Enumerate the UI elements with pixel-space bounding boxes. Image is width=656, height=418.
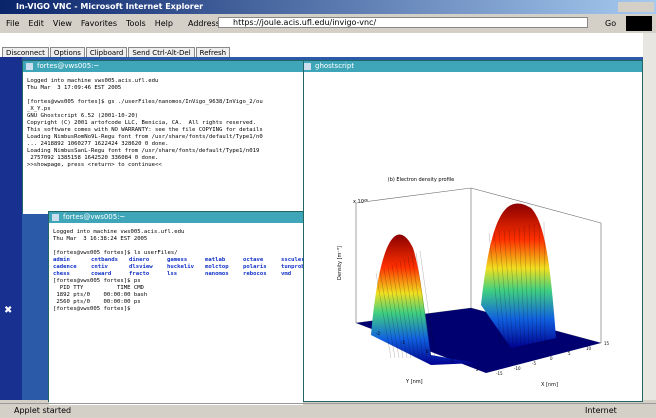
menu-item[interactable]: Help (155, 19, 173, 28)
terminal-line: PID TTY TIME CMD (53, 285, 299, 292)
x-tick-label: 5 (568, 351, 571, 356)
ls-entry: lss (167, 271, 205, 278)
ls-entry: huckeliv (167, 264, 205, 271)
menu-item[interactable]: Edit (28, 19, 44, 28)
ls-entry: tunprob (281, 264, 303, 271)
menu-bar: File Edit View Favorites Tools Help Address h… (0, 15, 656, 32)
window-title: fortes@vws005:~ (23, 61, 303, 72)
menu-item[interactable]: Favorites (81, 19, 117, 28)
window-title: ghostscript (301, 61, 642, 72)
terminal-window: fortes@vws005:~ Logged into machine vws0… (48, 211, 304, 402)
terminal-line: [fortes@vws005 fortes]$ ps (53, 278, 299, 285)
ie-logo (626, 16, 652, 31)
zone-text: Internet (585, 406, 617, 415)
ls-entry: dlsview (129, 264, 167, 271)
terminal-line: This software comes with NO WARRANTY: se… (27, 127, 299, 134)
terminal-line: >>showpage, press <return> to continue<< (27, 162, 299, 169)
terminal-line: [fortes@vws005 fortes]$ (53, 306, 299, 313)
z-label: Density [m⁻³] (337, 246, 343, 280)
terminal-line: _X_Y.ps (27, 106, 299, 113)
title-bar: In-VIGO VNC - Microsoft Internet Explore… (0, 0, 656, 14)
x-tick-label: 10 (586, 346, 592, 351)
terminal-line: [fortes@vws005 fortes]$ gs ./userFiles/n… (27, 99, 299, 106)
ls-entry: admin (53, 257, 91, 264)
terminal-line: 2560 pts/0 00:00:00 ps (53, 299, 299, 306)
terminal-line: 2757092 1385158 1642520 336084 0 done. (27, 155, 299, 162)
spacer (53, 243, 299, 250)
menu-item[interactable]: View (53, 19, 72, 28)
window-title: In-VIGO VNC - Microsoft Internet Explore… (16, 2, 203, 11)
address-label: Address (188, 19, 220, 28)
status-bar: Applet started Internet (0, 403, 656, 418)
ls-entry: coward (91, 271, 129, 278)
terminal-line: Logged into machine vws005.acis.ufl.edu (53, 229, 299, 236)
scrollbar[interactable] (643, 33, 656, 400)
ls-entry: gamess (167, 257, 205, 264)
terminal-line: [fortes@vws005 fortes]$ ls userFiles/ (53, 250, 299, 257)
status-text: Applet started (14, 406, 71, 415)
axis-box (356, 188, 471, 203)
ls-entry: rebocos (243, 271, 281, 278)
menu-item[interactable]: Tools (126, 19, 146, 28)
x-tick-label: -15 (496, 371, 503, 376)
ls-entry: vmd (281, 271, 303, 278)
y-tick-label: -1 (401, 340, 405, 345)
window-title: fortes@vws005:~ (49, 212, 303, 223)
terminal-line: Logged into machine vws005.acis.ufl.edu (27, 78, 299, 85)
x-label: X [nm] (541, 382, 558, 388)
terminal-line: Copyright (C) 2001 artofcode LLC, Benici… (27, 120, 299, 127)
plot-title: (b) Electron density profile (388, 177, 454, 183)
ls-entry: cntbands (91, 257, 129, 264)
address-field[interactable]: https://joule.acis.ufl.edu/invigo-vnc/ (218, 17, 588, 28)
spacer (27, 92, 299, 99)
terminal-line: Thu Mar 3 16:38:24 EST 2005 (53, 236, 299, 243)
terminal-line: GNU Ghostscript 6.52 (2001-10-20) (27, 113, 299, 120)
ls-entry: cntiv (91, 264, 129, 271)
menu: File Edit View Favorites Tools Help (6, 19, 182, 28)
ls-entry: ssculer (281, 257, 303, 264)
ls-entry: octave (243, 257, 281, 264)
page: {"browser":{"title":"In-VIGO VNC - Micro… (0, 0, 656, 417)
menu-item[interactable]: File (6, 19, 19, 28)
ls-row: admincntbandsdinerogamessmatlaboctavessc… (53, 257, 299, 264)
terminal-window: fortes@vws005:~ Logged into machine vws0… (22, 60, 304, 212)
ls-entry: molctop (205, 264, 243, 271)
ls-entry: chess (53, 271, 91, 278)
y-tick-label: -2 (376, 331, 380, 336)
ls-entry: dinero (129, 257, 167, 264)
desktop-icon: ✖ (4, 305, 16, 315)
ls-row: chesscowardfractolssnanomosrebocosvmd (53, 271, 299, 278)
go-button[interactable]: Go (605, 19, 616, 28)
ghostscript-window: ghostscript (b) Electron density profile… (300, 60, 643, 402)
terminal-line: Loading NimbusSanL-Regu font from /usr/s… (27, 148, 299, 155)
ls-entry: fracto (129, 271, 167, 278)
terminal-line: Loading NimbusRomNo9L-Regu font from /us… (27, 134, 299, 141)
ls-entry: matlab (205, 257, 243, 264)
y-label: Y [nm] (405, 379, 423, 385)
browser-window: In-VIGO VNC - Microsoft Internet Explore… (0, 0, 656, 417)
terminal-line: ... 2418892 1060277 1622424 328620 0 don… (27, 141, 299, 148)
terminal-line: 1892 pts/0 00:00:00 bash (53, 292, 299, 299)
terminal-line: Thu Mar 3 17:09:46 EST 2005 (27, 85, 299, 92)
ls-entry: nanomos (205, 271, 243, 278)
ls-entry: cadence (53, 264, 91, 271)
ls-entry: polaris (243, 264, 281, 271)
x-tick-label: 0 (550, 356, 553, 361)
x-tick-label: -5 (532, 361, 536, 366)
vnc-desktop: ✖ ghostscript (b) Electron density profi… (0, 57, 643, 400)
x-tick-label: 15 (604, 341, 610, 346)
window-controls[interactable] (618, 2, 654, 12)
x-tick-label: -10 (514, 366, 521, 371)
